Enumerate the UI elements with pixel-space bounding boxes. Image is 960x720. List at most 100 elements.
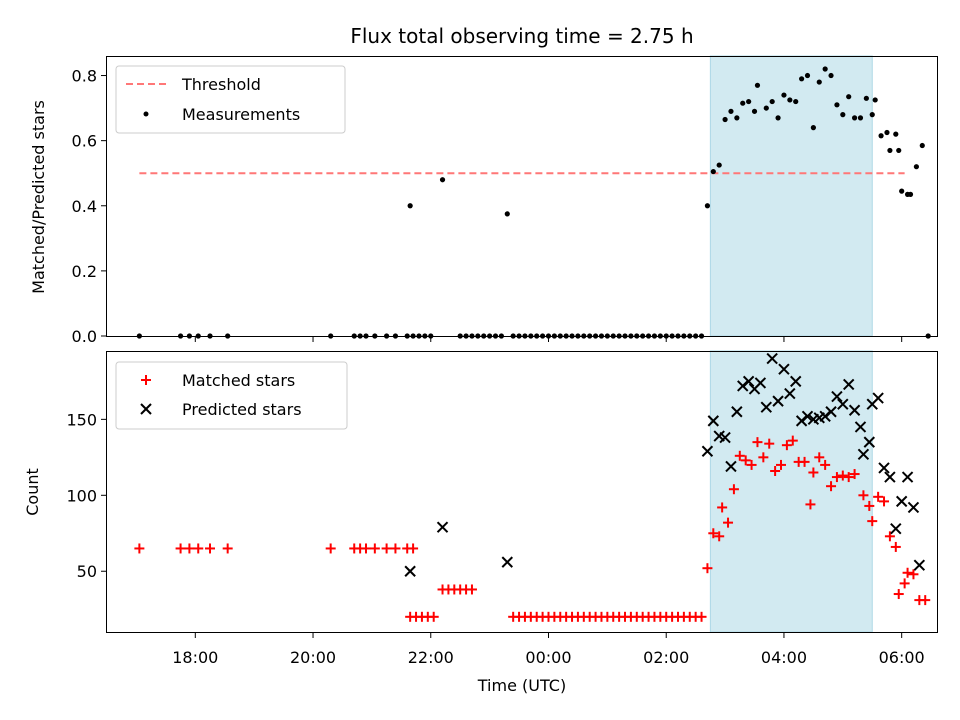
matched-stars-series — [134, 435, 931, 622]
top-plot-frame — [106, 56, 938, 337]
matched-star-point — [770, 465, 781, 476]
matched-star-point — [381, 543, 392, 554]
top-y-axis-label: Matched/Predicted stars — [29, 100, 48, 294]
predicted-star-point — [878, 462, 890, 474]
matched-star-point — [814, 452, 825, 463]
matched-star-point — [864, 500, 875, 511]
measurement-point — [439, 177, 446, 183]
top-x-axis — [194, 336, 903, 342]
predicted-star-point — [895, 495, 908, 508]
top-legend: Threshold Measurements — [115, 65, 346, 134]
measurement-point — [740, 100, 746, 106]
matched-star-point — [826, 481, 837, 492]
matched-star-point — [325, 543, 336, 554]
matched-star-point — [746, 459, 757, 470]
y-tick-label: 0.6 — [72, 132, 97, 151]
matched-star-point — [390, 543, 401, 554]
matched-star-point — [820, 459, 831, 470]
measurement-point — [840, 112, 846, 118]
x-tick-label: 04:00 — [761, 648, 807, 667]
measurement-point — [804, 72, 811, 79]
matched-star-point — [787, 435, 798, 446]
y-tick-label: 0.0 — [72, 327, 97, 346]
predicted-star-point — [831, 390, 843, 403]
measurement-point — [754, 82, 761, 88]
legend-matched-swatch — [141, 375, 151, 385]
matched-star-point — [764, 438, 775, 449]
y-tick-label: 0.2 — [72, 262, 97, 281]
matched-star-point — [884, 531, 895, 542]
predicted-star-point — [731, 406, 743, 418]
matched-star-point — [466, 584, 477, 595]
predicted-star-point — [778, 363, 790, 375]
measurement-point — [810, 125, 816, 131]
predicted-star-point — [725, 460, 737, 473]
measurement-point — [781, 92, 787, 98]
matched-star-point — [873, 491, 884, 502]
predicted-star-point — [436, 521, 449, 533]
matched-star-point — [867, 516, 878, 527]
matched-star-point — [708, 528, 719, 539]
matched-star-point — [776, 459, 787, 470]
predicted-star-point — [742, 375, 755, 388]
x-tick-label: 02:00 — [643, 648, 689, 667]
matched-star-point — [428, 611, 439, 622]
matched-star-point — [134, 543, 145, 554]
y-tick-label: 0.4 — [72, 197, 97, 216]
predicted-star-point — [719, 431, 731, 444]
measurement-point — [913, 164, 919, 170]
matched-star-point — [752, 437, 763, 448]
legend-measurements-label: Measurements — [182, 105, 300, 124]
measurement-point — [769, 98, 775, 105]
measurement-point — [793, 98, 799, 105]
measurement-point — [704, 203, 711, 209]
matched-star-point — [193, 543, 204, 554]
measurement-point — [884, 129, 890, 136]
measurement-point — [851, 115, 858, 121]
predicted-star-point — [404, 565, 416, 577]
matched-star-point — [369, 543, 380, 554]
legend-measurements-swatch — [143, 111, 149, 117]
predicted-star-point — [790, 375, 802, 388]
predicted-star-point — [890, 523, 902, 535]
predicted-star-point — [801, 410, 814, 423]
legend-predicted-swatch — [140, 403, 152, 415]
bottom-panel: 50 100 150 18:00 20:00 22:00 00:00 02:00 04:00 0… — [23, 350, 938, 695]
predicted-star-point — [901, 471, 914, 483]
matched-star-point — [205, 543, 216, 554]
matched-star-point — [808, 467, 819, 478]
matched-star-point — [920, 595, 931, 606]
matched-star-point — [893, 589, 904, 600]
measurement-point — [763, 105, 769, 111]
predicted-star-point — [772, 395, 784, 407]
matched-star-point — [734, 450, 745, 461]
matched-star-point — [696, 611, 707, 622]
measurement-point — [857, 115, 864, 121]
matched-star-point — [799, 456, 810, 467]
predicted-star-point — [707, 415, 720, 427]
legend-matched-label: Matched stars — [182, 371, 295, 390]
predicted-star-point — [848, 404, 861, 416]
measurement-point — [919, 142, 925, 149]
measurement-point — [887, 147, 893, 154]
matched-star-point — [899, 578, 910, 589]
measurement-point — [734, 115, 740, 121]
x-tick-label: 18:00 — [172, 648, 218, 667]
measurement-point — [863, 95, 869, 101]
bottom-x-axis: 18:00 20:00 22:00 00:00 02:00 04:00 06:00 — [172, 632, 925, 667]
bottom-plot-frame — [106, 351, 938, 633]
top-shaded-interval — [709, 55, 873, 337]
measurement-point — [746, 98, 752, 105]
legend-plus-marker — [141, 375, 151, 385]
matched-star-point — [805, 499, 816, 510]
matched-star-point — [902, 567, 913, 578]
matched-star-point — [702, 563, 713, 574]
top-y-axis: 0.0 0.2 0.4 0.6 0.8 — [72, 67, 107, 346]
matched-star-point — [408, 543, 419, 554]
predicted-star-point — [872, 392, 884, 404]
y-tick-label: 150 — [66, 410, 97, 429]
measurement-point — [896, 147, 902, 154]
predicted-star-point — [766, 352, 778, 365]
predicted-star-point — [837, 398, 849, 410]
y-tick-label: 100 — [66, 486, 97, 505]
